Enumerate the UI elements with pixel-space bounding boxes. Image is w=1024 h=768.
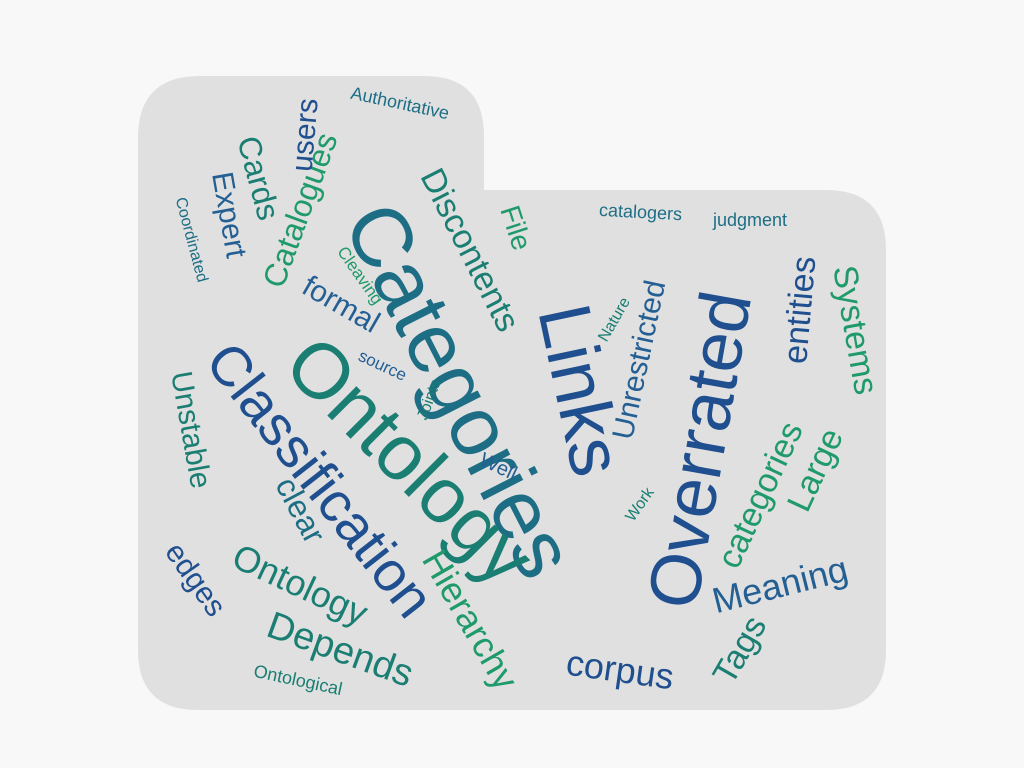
word-users-21: users	[285, 96, 325, 173]
word-entities-13: entities	[776, 254, 824, 366]
word-catalogers-27: catalogers	[598, 199, 683, 225]
folder-background	[138, 76, 886, 710]
word-judgment-28: judgment	[713, 210, 788, 230]
